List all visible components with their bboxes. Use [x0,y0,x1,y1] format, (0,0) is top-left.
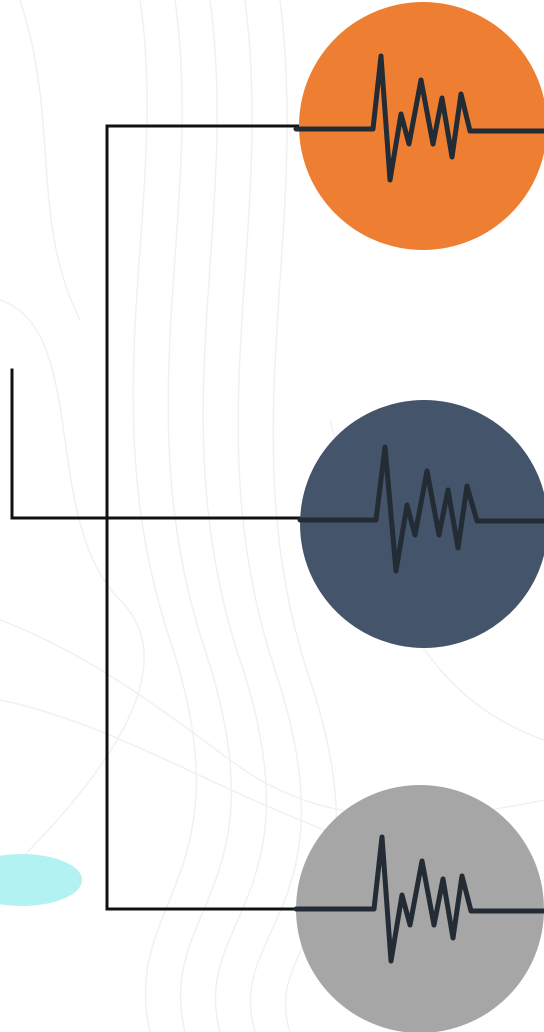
pulse-wave-icon [293,53,544,183]
node-gray [293,785,544,1032]
pulse-wave-icon [297,444,544,574]
node-slate [297,400,544,648]
node-orange-circle [299,2,544,250]
node-slate-circle [300,400,544,648]
node-orange [293,2,544,250]
accent-blob [0,854,82,906]
node-gray-circle [296,785,544,1032]
connector-lines [10,124,302,911]
root-bracket [10,368,110,520]
pulse-wave-icon [293,834,544,964]
